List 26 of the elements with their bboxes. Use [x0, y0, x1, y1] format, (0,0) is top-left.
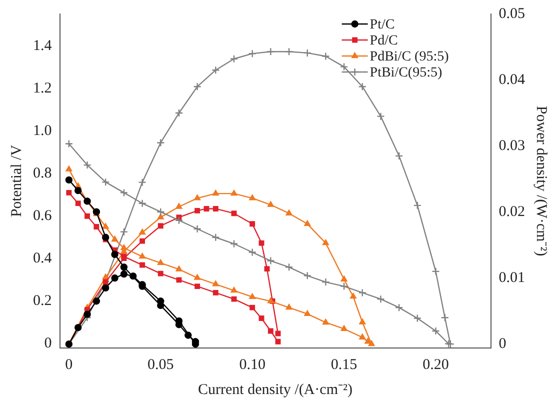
y-tick-label: 0 [44, 336, 52, 352]
y2-tick-label: 0.02 [498, 204, 525, 220]
x-tick-label: 0 [65, 356, 73, 373]
y2-tick-label: 0.01 [498, 270, 525, 286]
x-tick-label: 0.10 [239, 356, 266, 373]
y2-tick-label: 0 [498, 336, 506, 352]
legend-label: PdBi/C (95:5) [370, 50, 450, 65]
y-tick-label: 0.2 [33, 293, 52, 310]
x-tick-label: 0.20 [422, 356, 449, 373]
legend-label: PtBi/C(95:5) [370, 66, 442, 81]
y-tick-label: 1.4 [33, 38, 52, 54]
y2-tick-label: 0.03 [498, 138, 525, 154]
y-tick-label: 1.0 [33, 122, 52, 139]
y2-tick-label: 0.04 [498, 72, 526, 88]
x-tick-label: 0.05 [147, 356, 174, 373]
y-tick-label: 0.8 [33, 165, 52, 182]
x-tick-label: 0.15 [330, 356, 358, 373]
x-axis-title: Current density /(A·cm⁻²) [198, 382, 352, 398]
y-tick-label: 0.6 [33, 208, 52, 224]
legend-label: Pt/C [370, 18, 395, 33]
y2-axis-title: Power density /(W·cm⁻²) [533, 106, 550, 256]
y2-tick-label: 0.05 [498, 6, 525, 22]
y-axis-title: Potential /V [8, 144, 25, 218]
y-tick-label: 1.2 [33, 80, 52, 96]
legend-label: Pd/C [370, 34, 398, 49]
y-tick-label: 0.4 [33, 250, 52, 267]
